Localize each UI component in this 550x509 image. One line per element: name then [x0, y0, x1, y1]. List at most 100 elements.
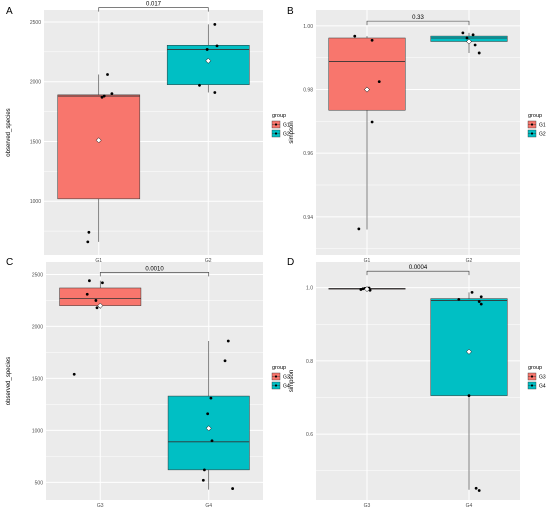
- data-point: [467, 394, 471, 398]
- y-tick-label: 1.0: [306, 286, 313, 292]
- mean-marker: [205, 57, 212, 64]
- p-value-label: 0.017: [146, 2, 162, 8]
- y-tick-label: 0.8: [306, 359, 313, 365]
- box-g4: [430, 298, 508, 396]
- data-point: [223, 359, 227, 363]
- y-tick-label: 1000: [30, 199, 41, 205]
- mean-marker: [466, 348, 472, 355]
- significance-bracket: [98, 7, 209, 12]
- data-point: [88, 279, 91, 283]
- x-tick-label: G3: [364, 503, 371, 509]
- y-tick-label: 0.98: [303, 88, 313, 94]
- data-point: [357, 227, 361, 231]
- panel-tag: B: [287, 6, 294, 17]
- legend-title: group: [272, 113, 286, 119]
- legend-title: group: [272, 365, 286, 371]
- x-tick-label: G1: [95, 258, 102, 264]
- data-point: [213, 91, 217, 94]
- x-tick-label: G1: [364, 258, 371, 264]
- panel-tag: C: [6, 257, 13, 268]
- y-axis-title: observed_species: [6, 108, 12, 156]
- panel-b: B0.940.960.981.00G1G2groupsimpson0.33gro…: [287, 6, 546, 271]
- mean-marker: [466, 38, 472, 45]
- legend-title: group: [528, 365, 542, 371]
- data-point: [479, 302, 483, 306]
- data-point: [465, 36, 469, 40]
- data-point: [213, 22, 217, 26]
- mean-marker: [364, 286, 370, 293]
- y-axis-title: simpson: [289, 121, 295, 143]
- data-point: [359, 288, 363, 291]
- y-tick-label: 1500: [32, 376, 43, 382]
- legend-label: G3: [283, 375, 290, 381]
- data-point: [479, 295, 483, 299]
- x-tick-label: G3: [97, 503, 104, 509]
- legend-label: G3: [539, 375, 546, 381]
- p-value-label: 0.0010: [145, 266, 164, 272]
- y-tick-label: 0.96: [303, 151, 313, 157]
- data-point: [101, 281, 104, 285]
- data-point: [471, 33, 475, 37]
- panel-c: C 500 1000 1500 2000 2500 G3 G4 group observed_sp…: [6, 257, 290, 509]
- p-value-label: 0.33: [412, 15, 424, 21]
- data-point: [457, 297, 461, 301]
- data-point: [102, 94, 106, 98]
- data-point: [473, 43, 477, 47]
- mean-marker: [95, 137, 102, 144]
- data-point: [85, 292, 89, 296]
- data-point: [94, 299, 98, 302]
- mean-marker: [97, 302, 104, 309]
- data-point: [209, 396, 213, 400]
- y-tick-label: 0.6: [306, 432, 313, 438]
- data-point: [198, 83, 201, 87]
- legend-label: G1: [539, 123, 546, 129]
- legend-key-point: [274, 384, 278, 387]
- data-point: [95, 306, 99, 310]
- data-point: [203, 468, 206, 472]
- data-point: [100, 95, 104, 99]
- x-tick-label: G4: [466, 503, 473, 509]
- box-g1: [57, 94, 141, 200]
- data-point: [477, 489, 481, 492]
- data-point: [205, 48, 209, 51]
- data-point: [470, 290, 474, 294]
- data-point: [231, 487, 235, 490]
- data-point: [477, 300, 481, 303]
- legend-key-point: [530, 123, 534, 126]
- y-tick-label: 1000: [32, 428, 43, 434]
- x-tick-label: G2: [466, 258, 473, 264]
- data-point: [474, 486, 478, 490]
- y-tick-label: 2000: [32, 324, 43, 330]
- data-point: [210, 439, 214, 443]
- data-point: [477, 51, 481, 55]
- legend-key-point: [274, 375, 278, 378]
- box-g2: [166, 45, 250, 85]
- data-point: [201, 478, 205, 482]
- y-axis-title: simpson: [289, 370, 295, 392]
- panel-a: A 1000 1500 2000 2500 G1 G2 group observed_speci…: [6, 2, 290, 271]
- data-point: [86, 240, 90, 244]
- data-point: [106, 73, 109, 76]
- mean-marker: [205, 425, 212, 432]
- x-tick-label: G2: [205, 258, 212, 264]
- panel-tag: D: [287, 257, 294, 268]
- legend-label: G1: [283, 123, 290, 129]
- y-tick-label: 2000: [30, 80, 41, 86]
- y-axis-title: observed_species: [6, 357, 12, 405]
- y-tick-label: 500: [35, 480, 44, 486]
- legend-key-point: [274, 123, 278, 126]
- legend-key-point: [274, 132, 278, 135]
- data-point: [370, 38, 374, 42]
- y-tick-label: 1.00: [303, 24, 313, 30]
- data-point: [370, 120, 374, 124]
- legend-title: group: [528, 113, 542, 119]
- legend-label: G4: [539, 384, 546, 390]
- mean-marker: [364, 86, 370, 93]
- data-point: [226, 339, 230, 343]
- data-point: [377, 80, 381, 83]
- x-tick-label: G4: [205, 503, 212, 509]
- data-point: [110, 92, 114, 96]
- data-point: [461, 31, 465, 35]
- data-point: [72, 372, 76, 376]
